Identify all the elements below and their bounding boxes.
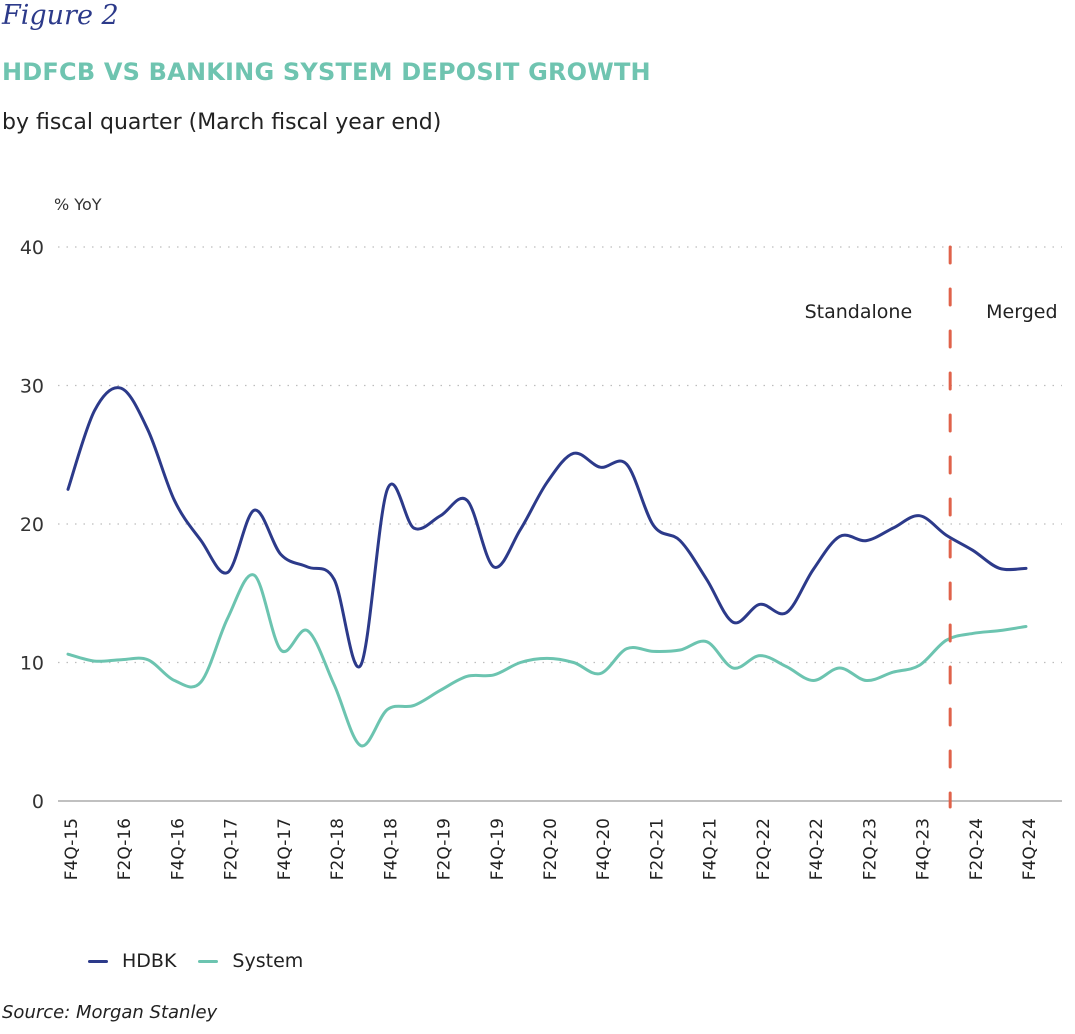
series-line-system <box>66 573 1028 748</box>
y-tick-label: 0 <box>32 791 44 813</box>
x-tick-label: F4Q-22 <box>807 818 827 880</box>
annotation-merged: Merged <box>986 301 1057 323</box>
figure-label: Figure 2 <box>2 0 119 31</box>
x-tick-label: F4Q-17 <box>275 818 295 880</box>
x-tick-label: F4Q-19 <box>488 818 508 880</box>
legend-swatch-hdbk <box>88 959 108 963</box>
source-note: Source: Morgan Stanley <box>2 1002 218 1023</box>
annotation-standalone: Standalone <box>805 301 913 323</box>
legend-label-system: System <box>232 950 304 972</box>
x-tick-label: F2Q-20 <box>541 818 561 880</box>
legend-swatch-system <box>198 959 219 963</box>
x-tick-label: F4Q-15 <box>62 818 82 880</box>
gridlines <box>58 246 1062 802</box>
legend-item-system: System <box>198 950 303 972</box>
x-tick-label: F2Q-21 <box>647 818 667 880</box>
y-axis-label: % YoY <box>54 195 102 214</box>
x-tick-label: F4Q-24 <box>1020 818 1040 880</box>
y-tick-label: 40 <box>20 237 44 259</box>
x-axis-ticks: F4Q-15 F2Q-16 F4Q-16 F2Q-17 F4Q-17 F2Q-18 F4Q-… <box>62 818 1040 880</box>
x-tick-label: F4Q-21 <box>701 818 721 880</box>
y-tick-label: 20 <box>20 514 44 536</box>
x-tick-label: F2Q-16 <box>115 818 135 880</box>
x-tick-label: F2Q-24 <box>967 818 987 880</box>
y-tick-label: 10 <box>20 653 44 675</box>
y-tick-label: 30 <box>20 376 44 398</box>
line-chart: 0 10 20 30 40 F4Q-15 F2Q-16 F4Q-16 F2Q-17 F4Q-17… <box>20 237 1062 880</box>
x-tick-label: F2Q-23 <box>860 818 880 880</box>
annotations: Standalone Merged <box>805 245 1058 809</box>
legend-label-hdbk: HDBK <box>122 950 177 972</box>
chart-subtitle: by fiscal quarter (March fiscal year end… <box>2 110 442 135</box>
series-line-hdbk <box>66 386 1028 669</box>
legend: HDBK System <box>88 950 325 972</box>
x-tick-label: F2Q-18 <box>328 818 348 880</box>
x-tick-label: F2Q-22 <box>754 818 774 880</box>
x-tick-label: F4Q-23 <box>914 818 934 880</box>
x-tick-label: F2Q-17 <box>222 818 242 880</box>
x-tick-label: F4Q-18 <box>381 818 401 880</box>
series-lines <box>66 386 1028 748</box>
x-tick-label: F2Q-19 <box>435 818 455 880</box>
x-tick-label: F4Q-20 <box>594 818 614 880</box>
legend-item-hdbk: HDBK <box>88 950 176 972</box>
y-axis-ticks: 0 10 20 30 40 <box>20 237 44 813</box>
x-tick-label: F4Q-16 <box>168 818 188 880</box>
chart-title: HDFCB VS BANKING SYSTEM DEPOSIT GROWTH <box>2 58 651 86</box>
